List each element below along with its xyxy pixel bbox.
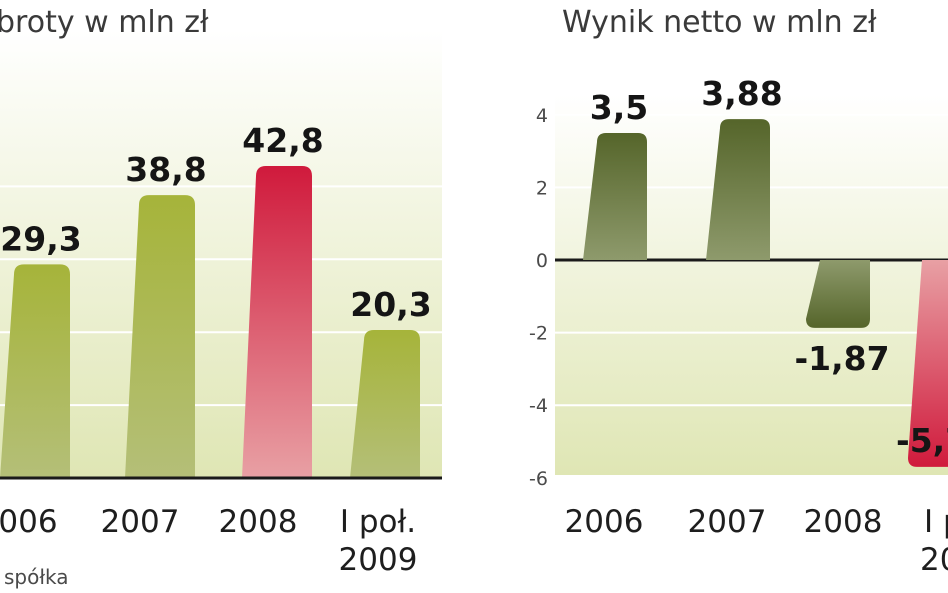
- data-label: -5,7: [896, 421, 948, 460]
- x-tick-label: I poł. 2009: [339, 504, 418, 578]
- bar-2: [706, 119, 770, 260]
- data-label: -1,87: [794, 339, 889, 378]
- bar-1: [583, 132, 647, 260]
- y-tick-label: 2: [536, 177, 548, 199]
- chart-title-left: broty w mln zł: [0, 5, 209, 40]
- data-label: 29,3: [0, 219, 81, 258]
- bar-3: [242, 166, 312, 478]
- x-tick-label: 2006: [565, 504, 644, 540]
- bars-right: 3,5 3,88 -1,87 -5,7: [583, 74, 948, 467]
- chart-title-right: Wynik netto w mln zł: [562, 5, 877, 40]
- x-tick-label: 006: [0, 504, 58, 540]
- bar-4: [908, 260, 948, 467]
- bar-3: [806, 260, 870, 328]
- bar-4: [350, 330, 420, 478]
- data-label: 20,3: [350, 285, 431, 324]
- x-tick-label: 2008: [804, 504, 883, 540]
- data-label: 3,5: [590, 88, 648, 127]
- bars-left: 29,3 38,8 42,8 20,3: [0, 121, 432, 478]
- data-label: 3,88: [701, 74, 782, 113]
- x-tick-label: I p20: [920, 504, 948, 578]
- x-labels-left: 006 2007 2008 I poł. 2009: [0, 504, 417, 578]
- x-tick-label: 2007: [101, 504, 180, 540]
- x-tick-label: 2007: [688, 504, 767, 540]
- bar-1: [0, 264, 70, 478]
- y-tick-label: -2: [529, 323, 548, 345]
- data-label: 42,8: [242, 121, 323, 160]
- y-tick-label: 0: [536, 250, 548, 272]
- data-label: 38,8: [125, 150, 206, 189]
- source-label: spółka: [4, 565, 69, 589]
- y-tick-label: 4: [536, 105, 548, 127]
- y-ticks-right: 4 2 0 -2 -4 -6: [529, 105, 548, 490]
- x-tick-label: 2008: [219, 504, 298, 540]
- x-labels-right: 2006 2007 2008 I p20: [565, 504, 948, 578]
- y-tick-label: -6: [529, 468, 548, 490]
- y-tick-label: -4: [529, 395, 548, 417]
- bar-2: [125, 195, 195, 478]
